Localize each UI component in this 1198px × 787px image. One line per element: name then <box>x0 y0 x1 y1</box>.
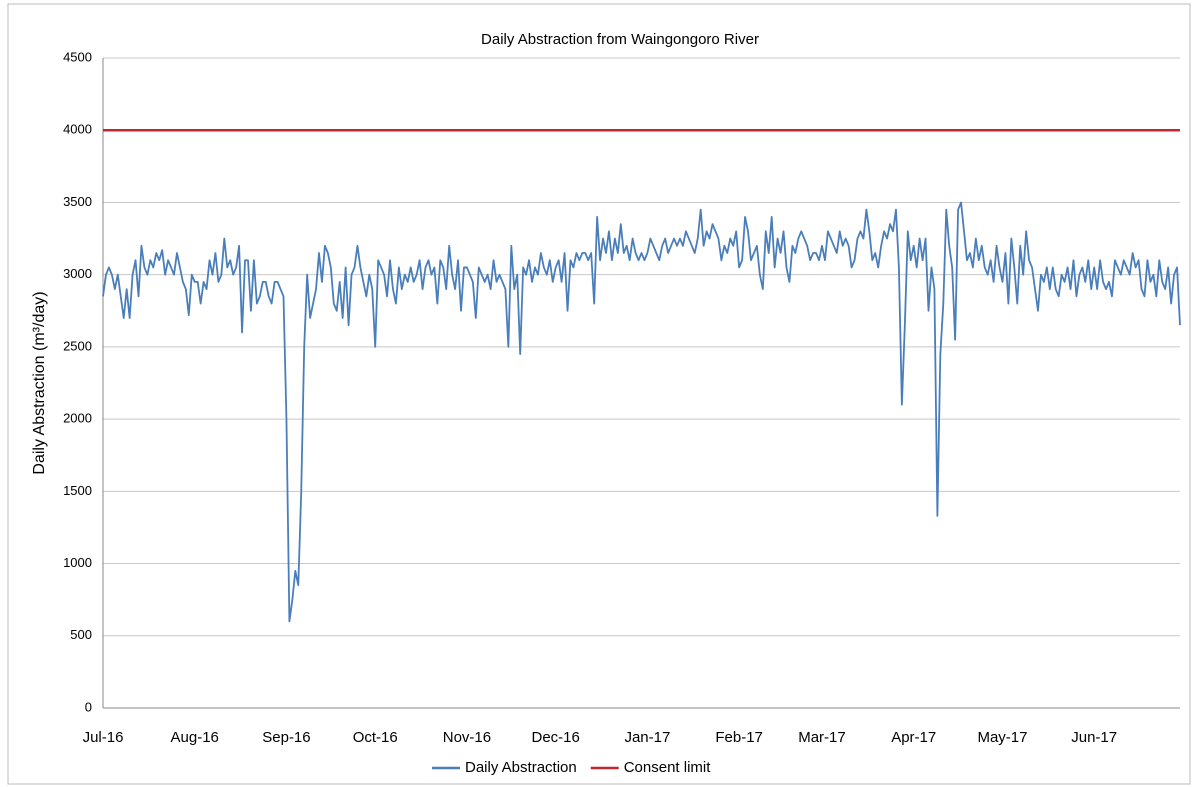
y-tick-label: 500 <box>70 627 92 642</box>
x-tick-label: Jun-17 <box>1071 729 1117 746</box>
x-tick-label: Aug-16 <box>171 729 219 746</box>
y-tick-label: 1500 <box>63 483 92 498</box>
x-tick-label: Apr-17 <box>891 729 936 746</box>
y-tick-label: 0 <box>85 699 92 714</box>
x-tick-label: Dec-16 <box>532 729 580 746</box>
legend-label: Daily Abstraction <box>465 759 577 776</box>
x-tick-label: Oct-16 <box>353 729 398 746</box>
x-tick-label: Jan-17 <box>624 729 670 746</box>
y-tick-label: 3000 <box>63 266 92 281</box>
y-tick-label: 4500 <box>63 49 92 64</box>
chart-title: Daily Abstraction from Waingongoro River <box>481 31 759 48</box>
y-axis-label: Daily Abstraction (m³/day) <box>31 291 48 474</box>
y-tick-label: 2000 <box>63 411 92 426</box>
chart-border <box>7 3 1191 785</box>
y-tick-label: 1000 <box>63 555 92 570</box>
x-tick-label: Feb-17 <box>715 729 763 746</box>
y-tick-label: 4000 <box>63 122 92 137</box>
y-tick-label: 3500 <box>63 194 92 209</box>
y-tick-label: 2500 <box>63 338 92 353</box>
x-tick-label: Nov-16 <box>443 729 491 746</box>
x-tick-label: Jul-16 <box>83 729 124 746</box>
x-tick-label: May-17 <box>977 729 1027 746</box>
x-tick-label: Sep-16 <box>262 729 310 746</box>
x-tick-label: Mar-17 <box>798 729 846 746</box>
legend-label: Consent limit <box>624 759 712 776</box>
data-line <box>102 201 1181 623</box>
